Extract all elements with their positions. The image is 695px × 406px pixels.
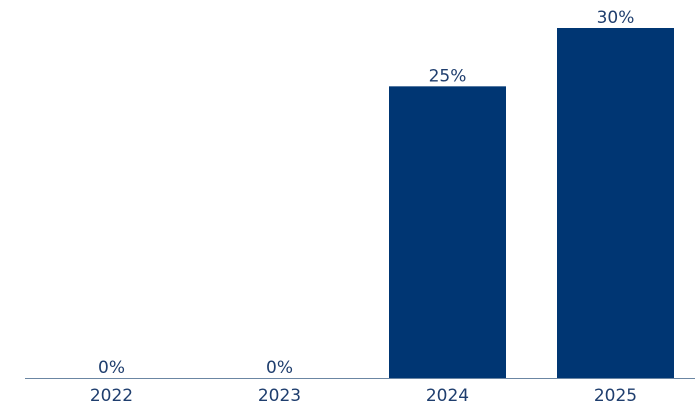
x-tick-label-2023: 2023 bbox=[258, 386, 301, 406]
bar-value-label-2023: 0% bbox=[266, 358, 293, 378]
x-tick-label-2024: 2024 bbox=[426, 386, 469, 406]
bar-labels-group: 0% 0% 25% 30% bbox=[98, 8, 634, 378]
x-tick-label-2022: 2022 bbox=[90, 386, 133, 406]
bar-2025 bbox=[557, 28, 674, 378]
bar-value-label-2024: 25% bbox=[429, 66, 467, 86]
bar-value-label-2022: 0% bbox=[98, 358, 125, 378]
bar-2024 bbox=[389, 86, 506, 378]
bar-value-label-2025: 30% bbox=[597, 8, 635, 28]
x-tick-label-2025: 2025 bbox=[594, 386, 637, 406]
x-tick-labels-group: 2022 2023 2024 2025 bbox=[90, 386, 637, 406]
bars-group bbox=[389, 28, 674, 378]
